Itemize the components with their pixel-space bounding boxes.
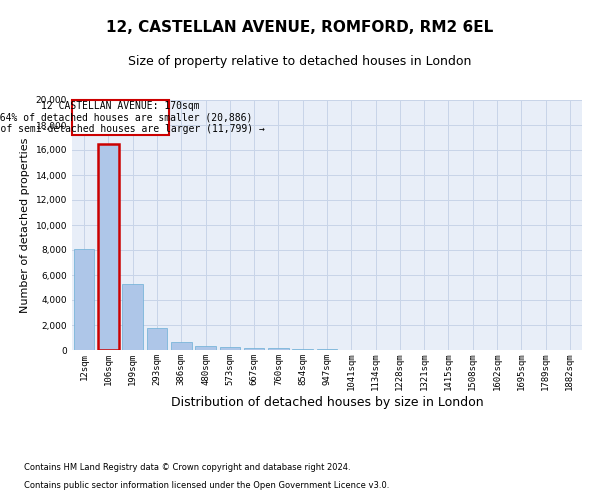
X-axis label: Distribution of detached houses by size in London: Distribution of detached houses by size … bbox=[170, 396, 484, 409]
Bar bbox=[146, 328, 167, 350]
Bar bbox=[74, 248, 94, 350]
Text: Size of property relative to detached houses in London: Size of property relative to detached ho… bbox=[128, 55, 472, 68]
Bar bbox=[171, 342, 191, 350]
Bar bbox=[122, 284, 143, 350]
Bar bbox=[244, 348, 265, 350]
Text: 12, CASTELLAN AVENUE, ROMFORD, RM2 6EL: 12, CASTELLAN AVENUE, ROMFORD, RM2 6EL bbox=[106, 20, 494, 35]
Bar bbox=[98, 144, 119, 350]
Text: 12 CASTELLAN AVENUE: 170sqm
← 64% of detached houses are smaller (20,886)
36% of: 12 CASTELLAN AVENUE: 170sqm ← 64% of det… bbox=[0, 101, 265, 134]
Bar bbox=[195, 346, 216, 350]
FancyBboxPatch shape bbox=[73, 100, 169, 135]
Text: Contains public sector information licensed under the Open Government Licence v3: Contains public sector information licen… bbox=[24, 481, 389, 490]
Bar bbox=[292, 349, 313, 350]
Bar bbox=[268, 348, 289, 350]
Text: Contains HM Land Registry data © Crown copyright and database right 2024.: Contains HM Land Registry data © Crown c… bbox=[24, 464, 350, 472]
Y-axis label: Number of detached properties: Number of detached properties bbox=[20, 138, 30, 312]
Bar bbox=[220, 346, 240, 350]
